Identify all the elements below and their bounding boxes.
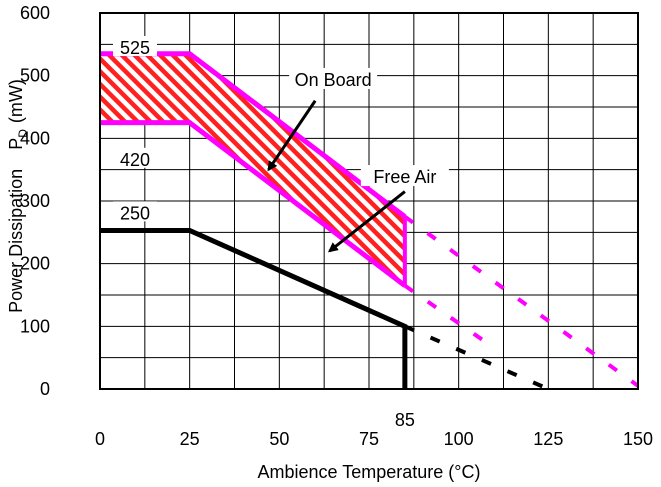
annotation-arrow (327, 190, 406, 253)
y-tick-label: 600 (20, 3, 50, 23)
annotations: On Board Free Air (267, 67, 449, 253)
x-tick-label: 25 (180, 429, 200, 449)
annotation-label: Free Air (373, 167, 436, 187)
y-tick-label: 500 (20, 66, 50, 86)
value-label-bg (113, 201, 157, 222)
x-tick-label: 150 (623, 429, 653, 449)
series-line-2 (100, 120, 407, 288)
series-extrapolation-1 (403, 215, 640, 388)
x-tick-label: 100 (444, 429, 474, 449)
x-tick-label-special: 85 (395, 410, 415, 430)
x-axis-title: Ambience Temperature (°C) (258, 462, 481, 482)
y-tick-label: 100 (20, 316, 50, 336)
x-tick-label: 50 (269, 429, 289, 449)
y-tick-label: 200 (20, 254, 50, 274)
y-axis-symbol: P (6, 138, 26, 150)
series-line-3 (100, 227, 408, 389)
series-extrapolation-2 (403, 283, 496, 350)
value-label-bg (113, 36, 157, 56)
extrapolation-lines (403, 215, 640, 391)
y-axis-title-prefix: Power Dissipation (6, 169, 26, 313)
y-tick-labels: 0 100 200 300 400 500 600 (20, 3, 50, 399)
value-label-bg (113, 147, 157, 168)
y-axis-subscript: D (16, 129, 30, 138)
x-tick-labels: 0 25 50 75 100 125 150 85 (95, 410, 653, 449)
annotation-arrow (267, 99, 317, 172)
annotation-bg (289, 67, 378, 89)
annotation-label: On Board (295, 70, 372, 90)
value-label: 525 (120, 38, 150, 58)
y-tick-label: 0 (40, 379, 50, 399)
y-axis-title: Power Dissipation PD (mW) (6, 79, 30, 313)
value-label: 250 (120, 203, 150, 223)
y-tick-label: 300 (20, 191, 50, 211)
annotation-bg (360, 165, 449, 187)
x-tick-label: 75 (359, 429, 379, 449)
x-tick-label: 125 (533, 429, 563, 449)
y-axis-unit: (mW) (6, 79, 26, 123)
value-label: 420 (120, 150, 150, 170)
value-labels: 525 420 250 (113, 36, 157, 223)
y-tick-label: 400 (20, 128, 50, 148)
x-tick-label: 0 (95, 429, 105, 449)
plot-frame (99, 12, 639, 390)
